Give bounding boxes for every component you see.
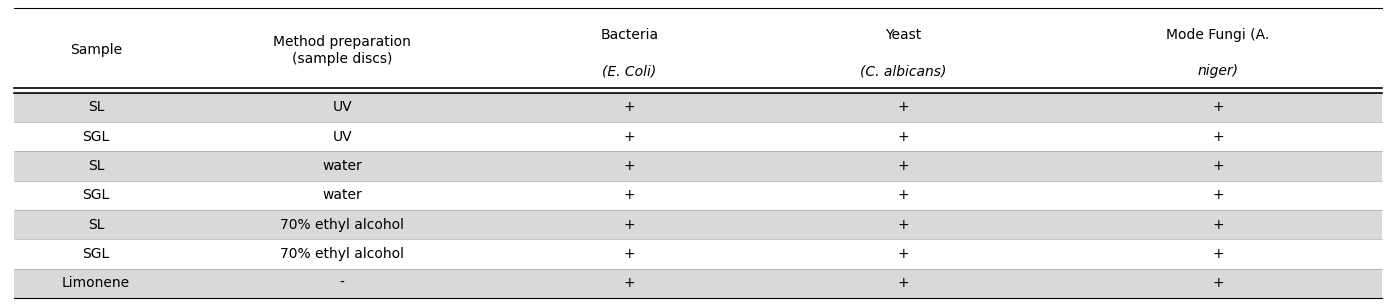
Text: Bacteria: Bacteria <box>600 28 659 42</box>
Text: UV: UV <box>332 130 352 144</box>
Text: +: + <box>624 159 635 173</box>
Text: +: + <box>1212 188 1224 202</box>
Text: +: + <box>624 100 635 114</box>
Text: Yeast: Yeast <box>885 28 921 42</box>
Bar <box>14 151 1382 181</box>
Text: +: + <box>1212 159 1224 173</box>
Bar <box>14 210 1382 239</box>
Text: +: + <box>624 218 635 232</box>
Text: +: + <box>898 276 909 290</box>
Bar <box>14 269 1382 298</box>
Text: Method preparation
(sample discs): Method preparation (sample discs) <box>274 35 412 66</box>
Text: SGL: SGL <box>82 188 110 202</box>
Text: +: + <box>1212 100 1224 114</box>
Text: water: water <box>322 188 362 202</box>
Text: +: + <box>898 247 909 261</box>
Text: +: + <box>624 247 635 261</box>
Text: 70% ethyl alcohol: 70% ethyl alcohol <box>281 218 405 232</box>
Text: SL: SL <box>88 100 105 114</box>
Text: Mode Fungi (A.: Mode Fungi (A. <box>1166 28 1269 42</box>
Text: +: + <box>624 188 635 202</box>
Text: SL: SL <box>88 218 105 232</box>
Text: +: + <box>1212 247 1224 261</box>
Text: +: + <box>1212 130 1224 144</box>
Text: +: + <box>624 276 635 290</box>
Text: (E. Coli): (E. Coli) <box>603 64 656 78</box>
Text: Limonene: Limonene <box>61 276 130 290</box>
Text: +: + <box>898 159 909 173</box>
Bar <box>14 93 1382 122</box>
Text: +: + <box>898 218 909 232</box>
Text: niger): niger) <box>1198 64 1238 78</box>
Text: -: - <box>339 276 345 290</box>
Text: +: + <box>898 130 909 144</box>
Text: +: + <box>898 100 909 114</box>
Text: (C. albicans): (C. albicans) <box>860 64 946 78</box>
Text: 70% ethyl alcohol: 70% ethyl alcohol <box>281 247 405 261</box>
Text: SL: SL <box>88 159 105 173</box>
Text: UV: UV <box>332 100 352 114</box>
Text: +: + <box>1212 276 1224 290</box>
Text: SGL: SGL <box>82 247 110 261</box>
Text: SGL: SGL <box>82 130 110 144</box>
Text: +: + <box>1212 218 1224 232</box>
Text: +: + <box>624 130 635 144</box>
Text: Sample: Sample <box>70 43 121 57</box>
Text: water: water <box>322 159 362 173</box>
Text: +: + <box>898 188 909 202</box>
